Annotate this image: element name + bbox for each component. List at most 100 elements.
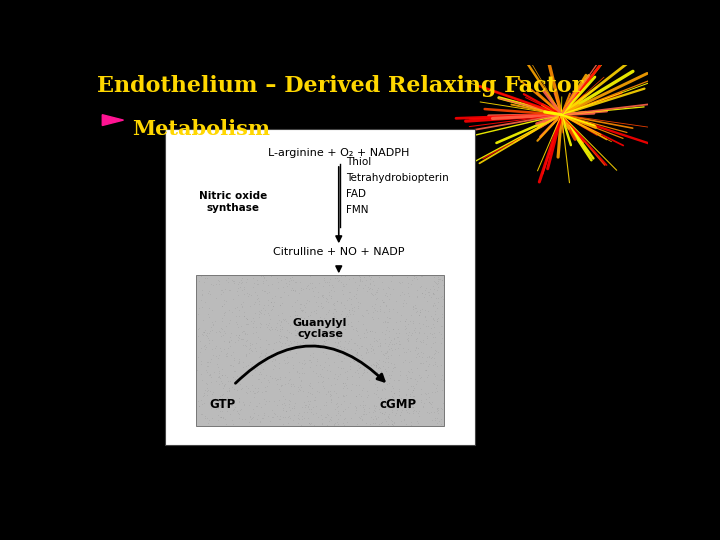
Point [361, 328, 372, 336]
Point [331, 342, 343, 350]
Point [436, 375, 447, 384]
Point [300, 318, 312, 327]
Point [375, 394, 387, 402]
Point [327, 309, 338, 318]
Point [410, 335, 422, 343]
Point [202, 361, 214, 370]
Point [428, 285, 440, 294]
Point [307, 383, 318, 392]
Point [247, 274, 258, 282]
Point [379, 317, 390, 326]
Point [406, 388, 418, 397]
Point [257, 276, 269, 285]
Point [225, 361, 236, 369]
Point [390, 345, 401, 353]
Point [318, 329, 330, 338]
Point [199, 278, 210, 286]
Point [396, 278, 408, 286]
Point [221, 407, 233, 415]
Point [372, 393, 384, 402]
Point [431, 407, 442, 416]
Point [206, 322, 217, 331]
Point [233, 414, 245, 423]
Text: thase and requires NADPH. Thiol, tetrahydrobiopterin,: thase and requires NADPH. Thiol, tetrahy… [171, 501, 416, 510]
Point [363, 404, 374, 413]
Point [436, 291, 448, 300]
Point [353, 301, 364, 310]
Point [241, 289, 253, 298]
Point [425, 312, 436, 321]
Point [303, 400, 315, 409]
Point [365, 346, 377, 355]
Point [255, 349, 266, 357]
Point [388, 399, 400, 407]
Point [214, 401, 225, 410]
Point [210, 294, 222, 302]
Point [394, 278, 405, 287]
Point [356, 416, 368, 424]
Point [322, 387, 333, 396]
Point [390, 411, 401, 420]
Point [248, 393, 259, 401]
Point [410, 346, 421, 354]
Point [386, 339, 397, 348]
Point [222, 278, 234, 286]
Point [328, 300, 339, 308]
Point [295, 383, 307, 391]
Point [287, 361, 299, 370]
Point [199, 345, 211, 354]
Point [341, 384, 353, 393]
Point [284, 414, 296, 423]
Point [304, 381, 315, 390]
Point [251, 347, 262, 355]
Point [384, 345, 395, 354]
Point [413, 352, 425, 361]
Point [254, 343, 266, 352]
Point [358, 312, 369, 321]
Point [236, 301, 248, 310]
Point [330, 307, 342, 315]
Point [240, 362, 252, 370]
Point [241, 389, 253, 397]
Point [243, 418, 255, 427]
Point [253, 369, 265, 378]
Point [244, 411, 256, 420]
Point [378, 318, 390, 327]
Point [374, 335, 385, 344]
Point [329, 405, 341, 414]
Point [323, 361, 335, 369]
Point [201, 362, 212, 370]
Point [428, 315, 439, 323]
Point [367, 345, 379, 354]
Point [436, 370, 448, 379]
Point [377, 386, 388, 394]
Point [266, 356, 278, 365]
Point [306, 316, 318, 325]
Point [279, 413, 291, 421]
Point [357, 397, 369, 406]
Point [337, 379, 348, 387]
Point [279, 274, 291, 283]
Point [383, 371, 395, 380]
Point [259, 306, 271, 315]
Point [337, 392, 348, 400]
Point [431, 403, 443, 412]
Point [397, 397, 408, 406]
Point [296, 318, 307, 327]
Point [299, 300, 310, 309]
Point [289, 402, 300, 410]
Point [265, 272, 276, 280]
Point [392, 375, 404, 384]
Point [253, 296, 265, 305]
Point [217, 287, 229, 296]
Point [381, 318, 392, 327]
Point [372, 286, 383, 294]
Point [287, 363, 299, 372]
Point [399, 317, 410, 326]
Point [302, 414, 314, 422]
Point [340, 390, 351, 399]
Point [251, 402, 262, 410]
Point [352, 298, 364, 306]
Point [301, 296, 312, 305]
Point [194, 348, 206, 356]
